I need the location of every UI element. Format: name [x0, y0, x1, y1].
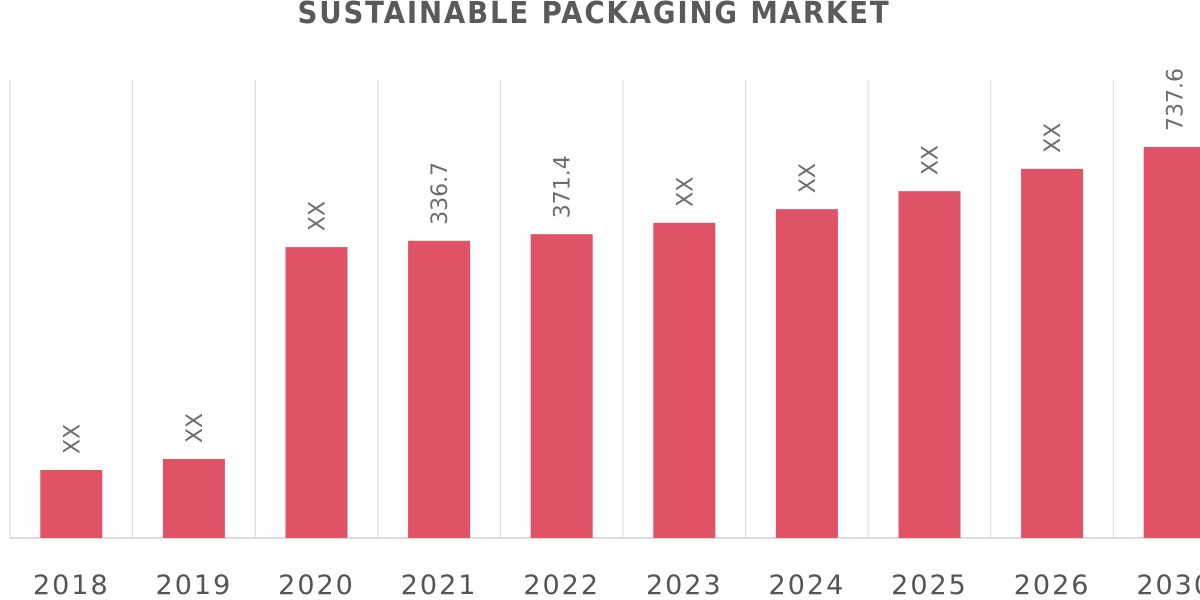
bar-2022	[530, 234, 593, 538]
x-tick-label-2026: 2026	[1014, 570, 1091, 600]
bar-2025	[898, 191, 961, 539]
x-tick-label-2022: 2022	[523, 570, 600, 600]
data-label-2025: XX	[919, 145, 944, 175]
bar-2024	[775, 209, 838, 538]
data-label-2022: 371.4	[551, 155, 576, 218]
chart-title: SUSTAINABLE PACKAGING MARKET	[297, 0, 891, 31]
data-label-2020: XX	[306, 201, 331, 231]
data-label-2023: XX	[673, 177, 698, 207]
bar-2018	[40, 469, 103, 538]
x-tick-label-2020: 2020	[278, 570, 355, 600]
bar-2020	[285, 247, 348, 538]
bar-2026	[1021, 168, 1084, 538]
x-tick-label-2030: 2030	[1136, 570, 1200, 600]
x-tick-label-2023: 2023	[646, 570, 723, 600]
data-label-2030: 737.6	[1164, 68, 1189, 131]
x-tick-label-2019: 2019	[156, 570, 233, 600]
x-tick-label-2024: 2024	[769, 570, 846, 600]
bar-2023	[653, 222, 716, 538]
data-label-2019: XX	[183, 413, 208, 443]
data-label-2018: XX	[60, 424, 85, 454]
bar-2019	[162, 459, 225, 538]
bar-2021	[408, 240, 471, 538]
data-label-2021: 336.7	[428, 162, 453, 225]
x-tick-label-2025: 2025	[891, 570, 968, 600]
data-label-2026: XX	[1041, 123, 1066, 153]
data-label-2024: XX	[796, 163, 821, 193]
bar-2030	[1143, 147, 1200, 538]
x-tick-label-2021: 2021	[401, 570, 478, 600]
x-tick-label-2018: 2018	[33, 570, 110, 600]
